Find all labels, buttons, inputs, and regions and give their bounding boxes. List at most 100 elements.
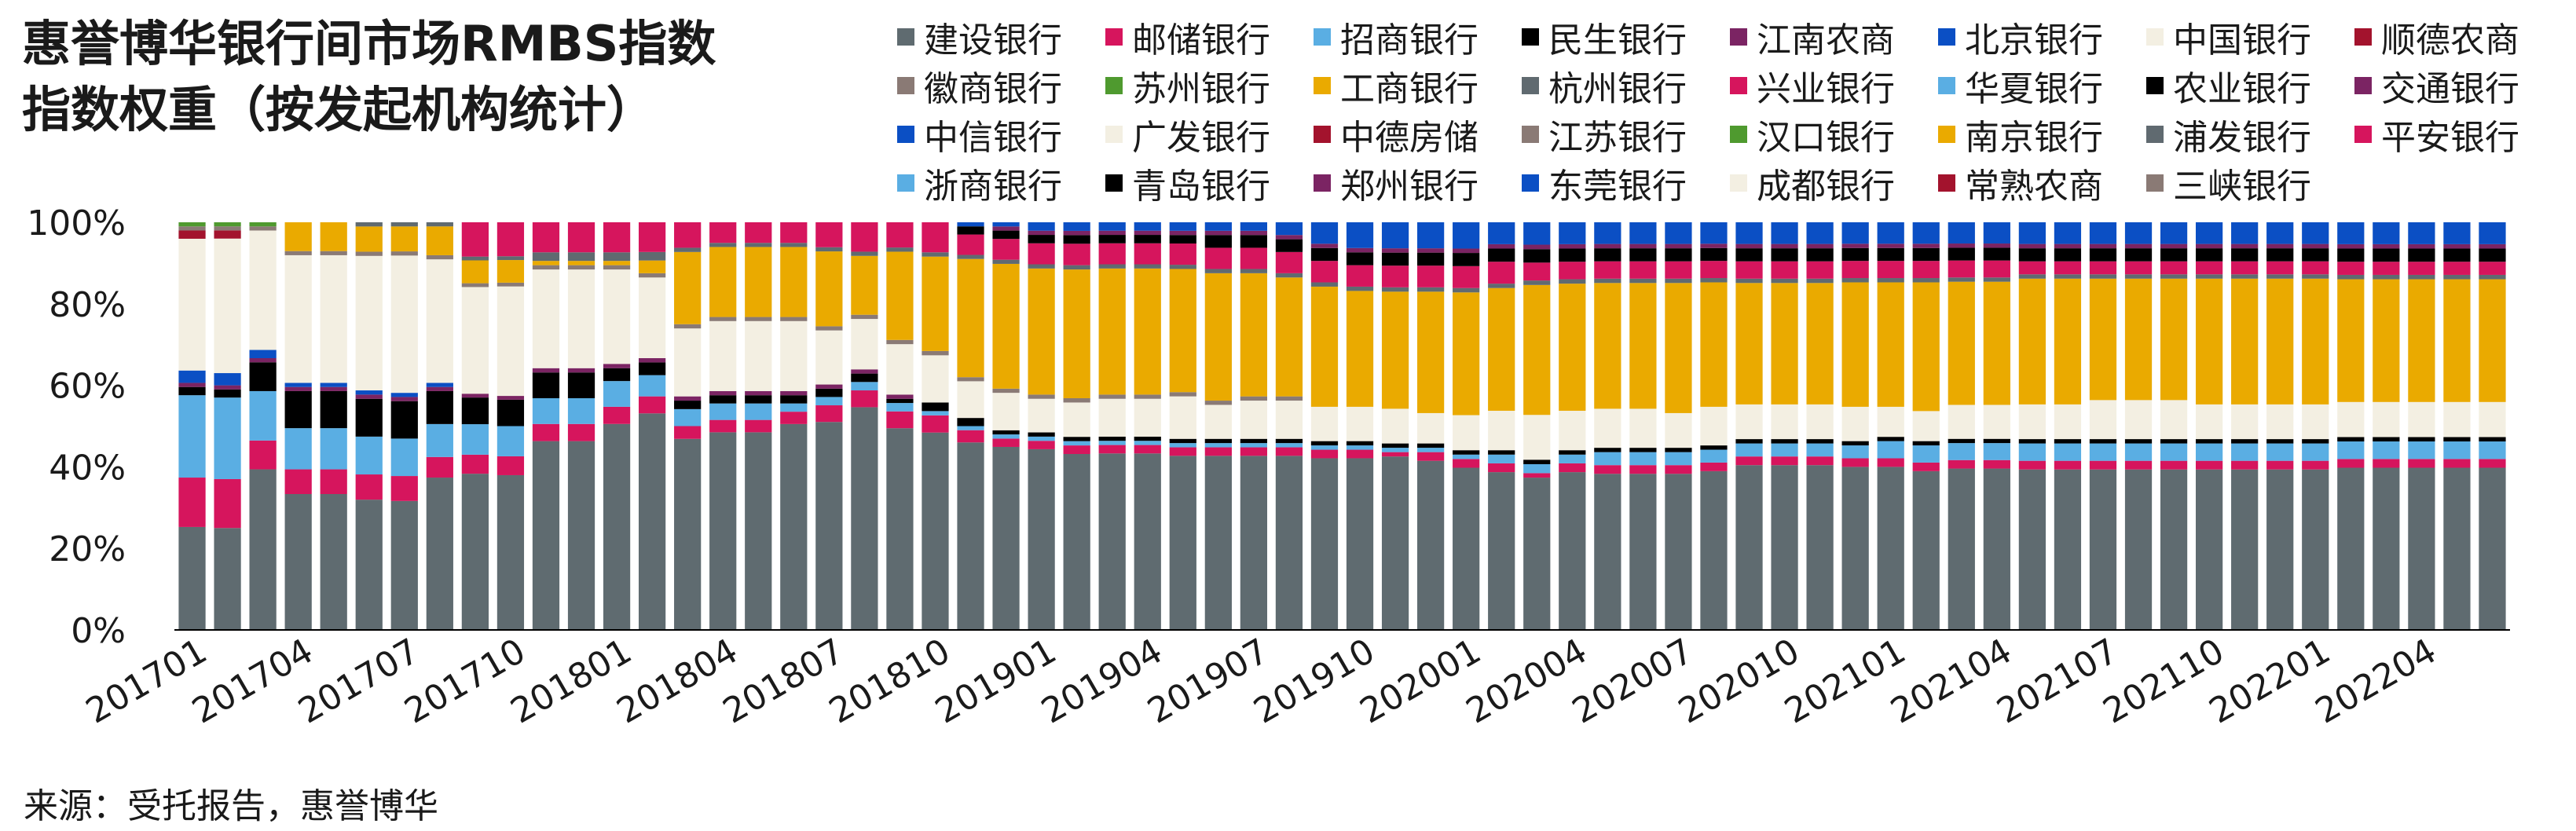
bar-segment: [1381, 291, 1409, 409]
bar-segment: [2018, 278, 2047, 405]
bar-segment: [2479, 274, 2506, 280]
bar-segment: [1912, 441, 1940, 446]
bar-segment: [1275, 235, 1303, 240]
bar-segment: [2443, 467, 2471, 630]
bar-segment: [2231, 469, 2259, 630]
bar-segment: [567, 423, 595, 441]
bar-segment: [1771, 439, 1798, 444]
bar-segment: [2160, 248, 2188, 262]
bar-stack: [745, 222, 772, 630]
bar-segment: [2443, 243, 2471, 249]
bar-segment: [1523, 459, 1551, 464]
bar-segment: [603, 222, 631, 253]
bar-segment: [1983, 281, 2010, 405]
bar-segment: [355, 500, 383, 630]
bar-stack: [2443, 222, 2471, 630]
bar-segment: [2195, 243, 2223, 249]
bar-segment: [2054, 443, 2082, 461]
bar-stack: [1877, 222, 1904, 630]
bar-segment: [2231, 248, 2259, 262]
legend-label: 华夏银行: [1965, 69, 2103, 109]
x-tick-label: 202004: [1460, 631, 1594, 731]
bar-segment: [1700, 449, 1728, 463]
bar-segment: [1877, 467, 1904, 630]
bar-segment: [2408, 274, 2435, 280]
bar-segment: [1559, 472, 1586, 630]
bar-segment: [497, 399, 525, 426]
bar-segment: [1665, 283, 1692, 413]
bar-segment: [355, 255, 383, 391]
bar-segment: [284, 469, 312, 494]
y-tick-label: 60%: [49, 367, 126, 407]
bar-segment: [1416, 265, 1445, 287]
bar-segment: [426, 390, 453, 424]
bar-segment: [1771, 222, 1798, 244]
bar-segment: [532, 441, 560, 630]
bar-segment: [390, 476, 418, 501]
bar-segment: [815, 422, 843, 630]
bar-segment: [320, 254, 347, 383]
bar-segment: [532, 265, 560, 270]
bar-segment: [1098, 222, 1126, 231]
bar-segment: [2018, 439, 2047, 444]
bar-segment: [2054, 439, 2082, 444]
bar-segment: [1381, 265, 1409, 287]
bar-segment: [992, 222, 1020, 227]
bar-stack: [1488, 222, 1515, 630]
bar-stack: [1948, 222, 1975, 630]
bar-segment: [1629, 474, 1657, 630]
chart-title: 惠誉博华银行间市场RMBS指数 指数权重（按发起机构统计）: [22, 11, 894, 143]
bar-segment: [1416, 287, 1445, 292]
legend-item: 青岛银行: [1105, 160, 1270, 207]
bar-segment: [178, 526, 206, 630]
bar-segment: [426, 478, 453, 630]
bar-segment: [1877, 247, 1904, 262]
bar-segment: [1594, 448, 1621, 452]
legend-label: 汉口银行: [1757, 118, 1895, 158]
bar-segment: [1028, 230, 1055, 236]
bar-segment: [2373, 222, 2400, 244]
bar-segment: [390, 251, 418, 256]
bar-segment: [2408, 279, 2435, 402]
bar-segment: [2089, 400, 2117, 440]
bar-segment: [1028, 394, 1055, 399]
bar-segment: [851, 319, 878, 370]
legend-label: 苏州银行: [1132, 69, 1270, 109]
legend-label: 杭州银行: [1548, 69, 1687, 109]
bar-segment: [886, 411, 914, 429]
bar-segment: [1948, 247, 1975, 261]
bar-segment: [1453, 450, 1480, 455]
legend-label: 农业银行: [2173, 69, 2311, 109]
bar-segment: [1416, 460, 1445, 630]
bar-segment: [922, 222, 949, 253]
bar-segment: [1806, 443, 1834, 457]
bar-segment: [1841, 261, 1869, 279]
legend-item: 北京银行: [1938, 14, 2103, 60]
bar-segment: [745, 222, 772, 243]
bar-stack: [2266, 222, 2294, 630]
bar-segment: [1912, 222, 1940, 244]
bar-segment: [1381, 252, 1409, 266]
bar-segment: [1877, 406, 1904, 437]
bar-segment: [1240, 273, 1268, 397]
bar-stack: [1169, 222, 1196, 630]
bar-segment: [1700, 278, 1728, 283]
bar-segment: [284, 386, 312, 391]
bar-stack: [1523, 222, 1551, 630]
bar-segment: [1665, 222, 1692, 244]
legend-label: 成都银行: [1757, 167, 1895, 207]
bar-segment: [1559, 222, 1586, 244]
bar-segment: [1877, 282, 1904, 407]
bar-segment: [780, 243, 808, 247]
bar-segment: [1735, 283, 1763, 405]
bar-segment: [1028, 222, 1055, 231]
bar-segment: [390, 401, 418, 439]
bar-segment: [1665, 474, 1692, 630]
bar-segment: [2124, 443, 2153, 461]
legend-label: 浙商银行: [924, 167, 1062, 207]
bar-segment: [1488, 450, 1515, 455]
bar-segment: [1948, 405, 1975, 439]
bar-segment: [851, 382, 878, 391]
bar-segment: [2054, 278, 2082, 405]
bar-segment: [1028, 264, 1055, 269]
